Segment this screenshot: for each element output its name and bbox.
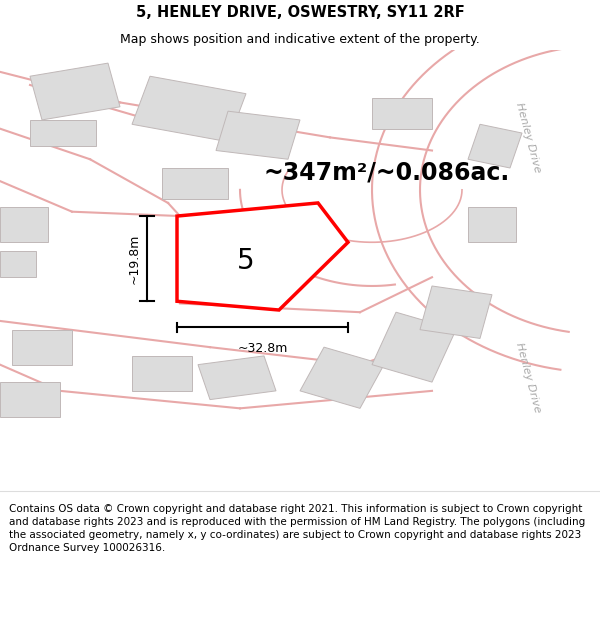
Polygon shape	[0, 251, 36, 278]
Text: 5, HENLEY DRIVE, OSWESTRY, SY11 2RF: 5, HENLEY DRIVE, OSWESTRY, SY11 2RF	[136, 5, 464, 20]
Polygon shape	[30, 120, 96, 146]
Polygon shape	[132, 356, 192, 391]
Text: Contains OS data © Crown copyright and database right 2021. This information is : Contains OS data © Crown copyright and d…	[9, 504, 585, 553]
Polygon shape	[0, 208, 48, 242]
Polygon shape	[177, 203, 348, 310]
Text: Map shows position and indicative extent of the property.: Map shows position and indicative extent…	[120, 32, 480, 46]
Polygon shape	[0, 382, 60, 417]
Polygon shape	[372, 98, 432, 129]
Polygon shape	[12, 329, 72, 364]
Polygon shape	[468, 124, 522, 168]
Polygon shape	[300, 347, 384, 408]
Polygon shape	[132, 76, 246, 142]
Polygon shape	[420, 286, 492, 338]
Polygon shape	[216, 111, 300, 159]
Polygon shape	[192, 242, 258, 279]
Text: Henley Drive: Henley Drive	[514, 341, 542, 414]
Polygon shape	[372, 312, 456, 382]
Polygon shape	[198, 356, 276, 399]
Text: ~19.8m: ~19.8m	[127, 234, 140, 284]
Polygon shape	[468, 208, 516, 242]
Text: Henley Drive: Henley Drive	[514, 101, 542, 174]
Polygon shape	[162, 168, 228, 199]
Polygon shape	[30, 63, 120, 120]
Text: ~32.8m: ~32.8m	[238, 342, 287, 355]
Text: 5: 5	[237, 247, 255, 274]
Text: ~347m²/~0.086ac.: ~347m²/~0.086ac.	[264, 161, 510, 184]
